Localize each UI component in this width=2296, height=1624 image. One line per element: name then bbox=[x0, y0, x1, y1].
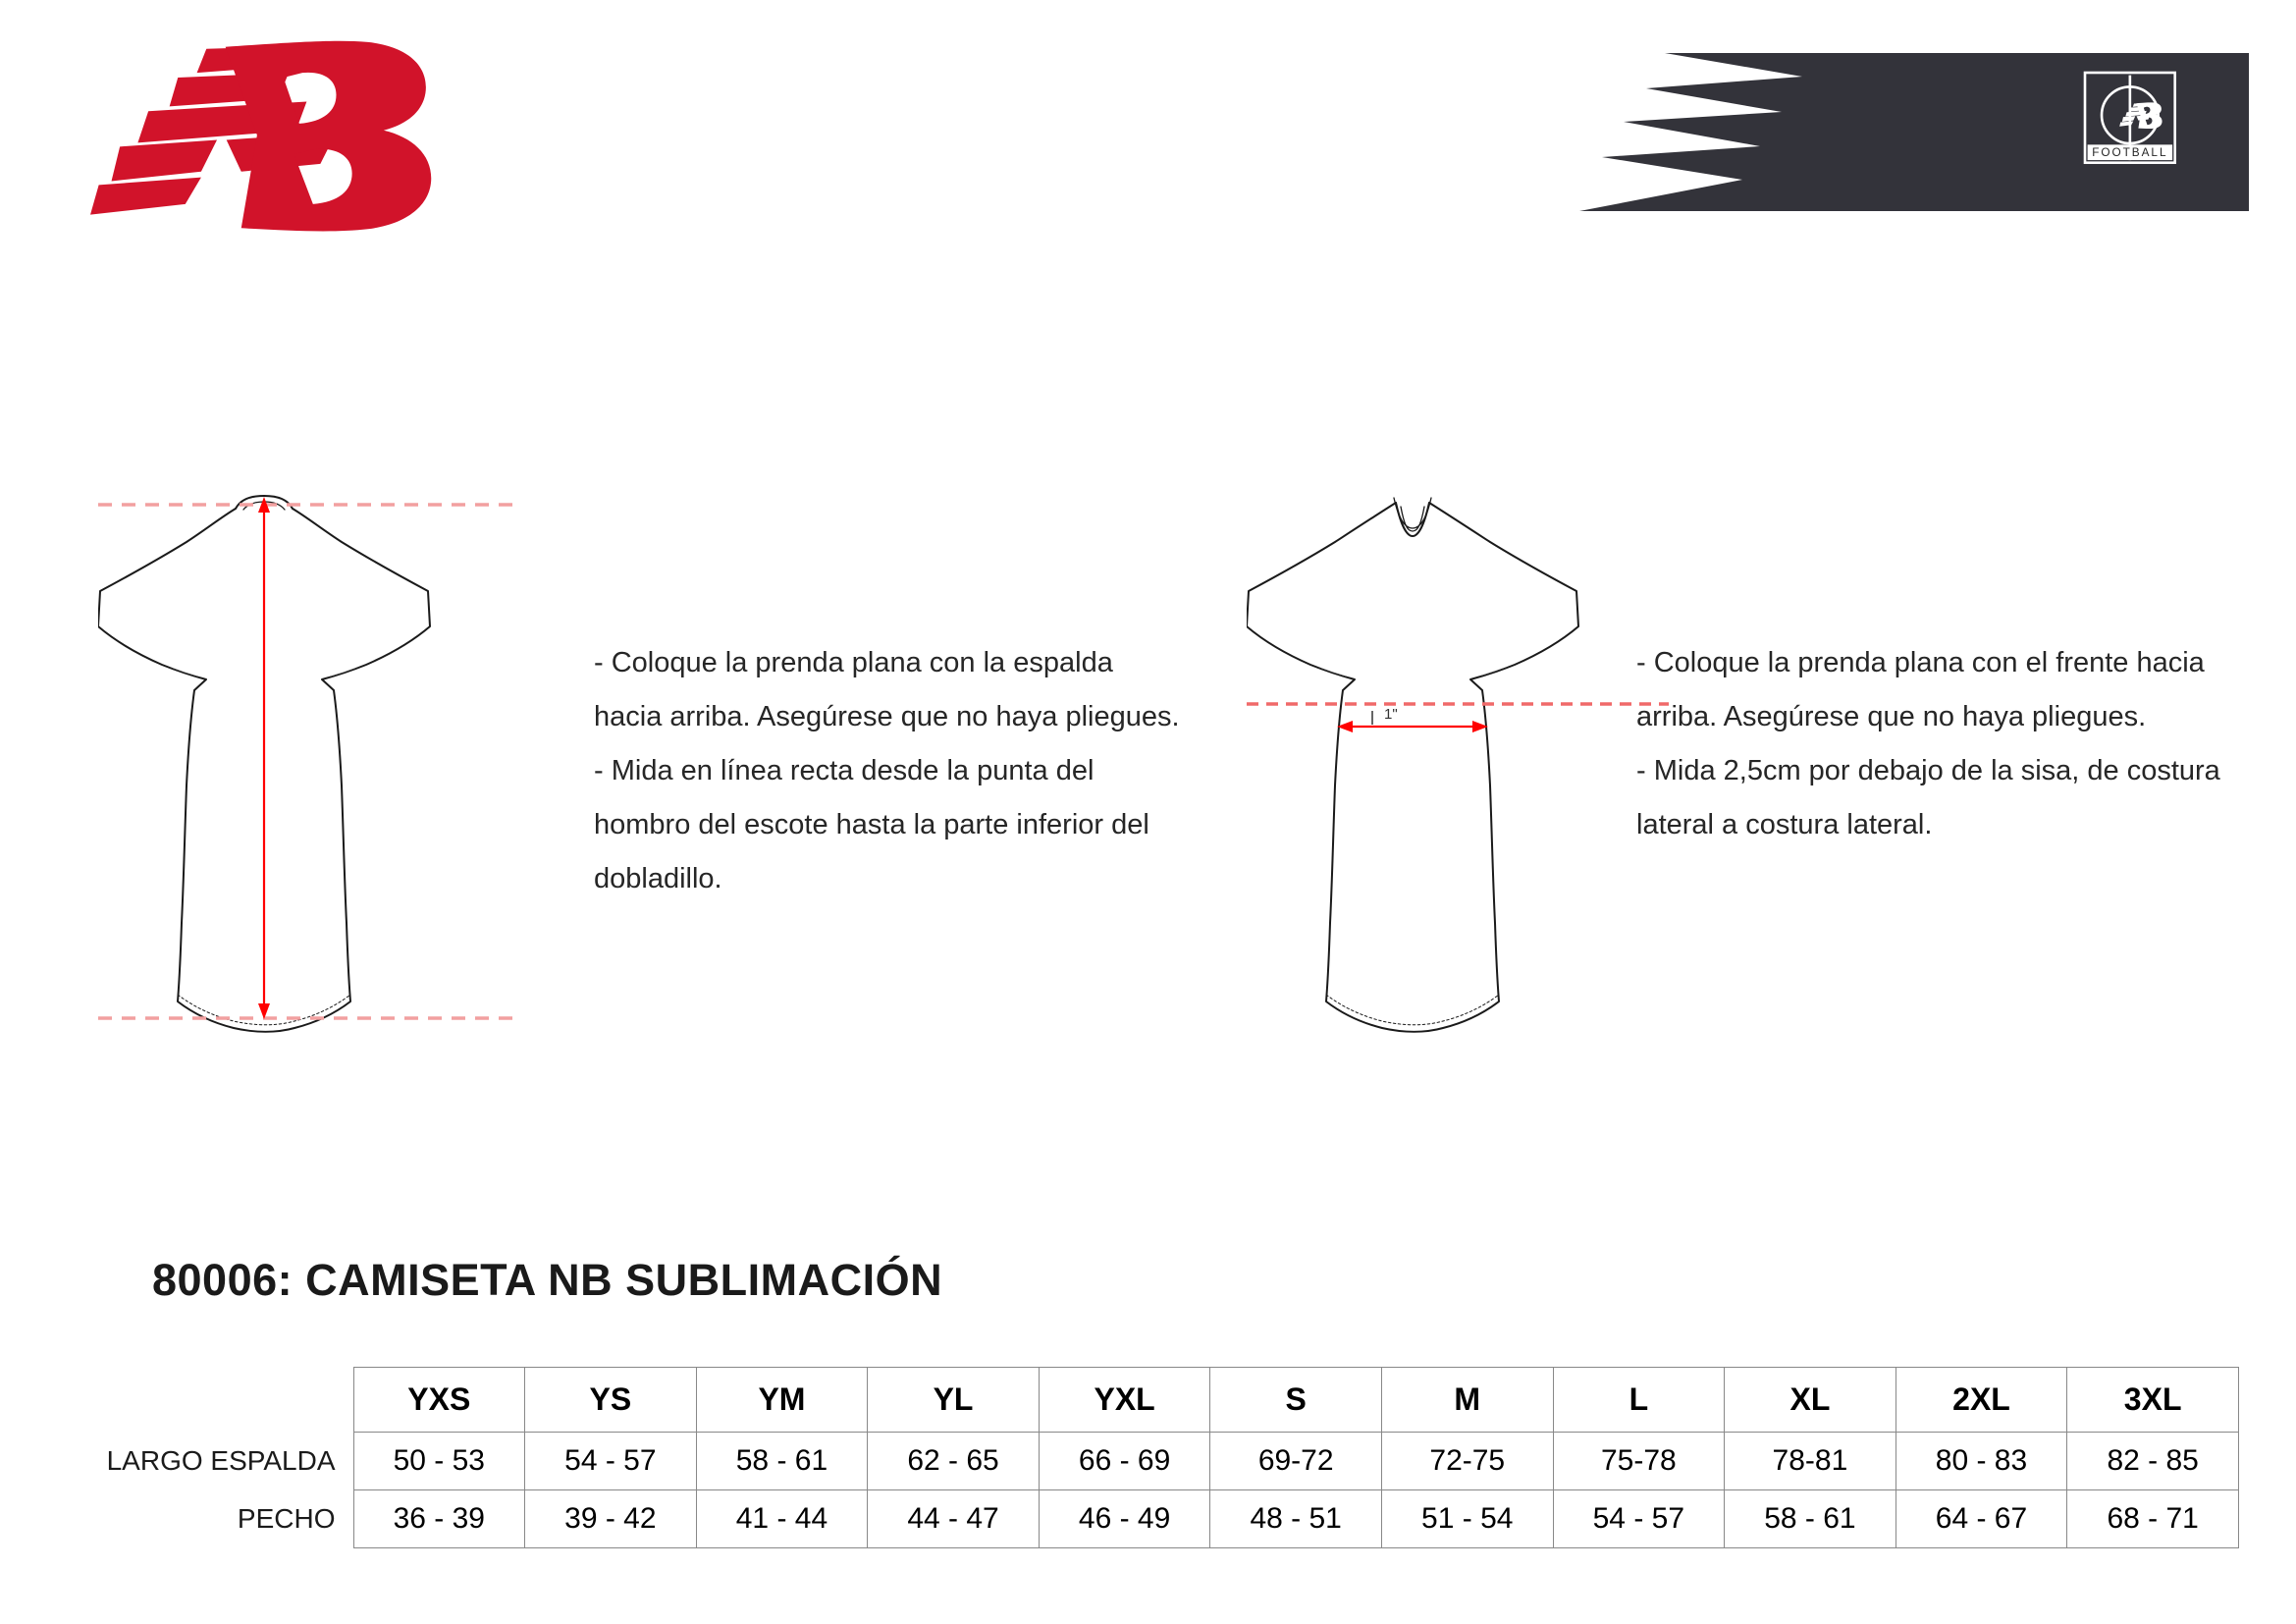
svg-text:FOOTBALL: FOOTBALL bbox=[2092, 146, 2167, 159]
svg-text:1": 1" bbox=[1384, 706, 1398, 723]
